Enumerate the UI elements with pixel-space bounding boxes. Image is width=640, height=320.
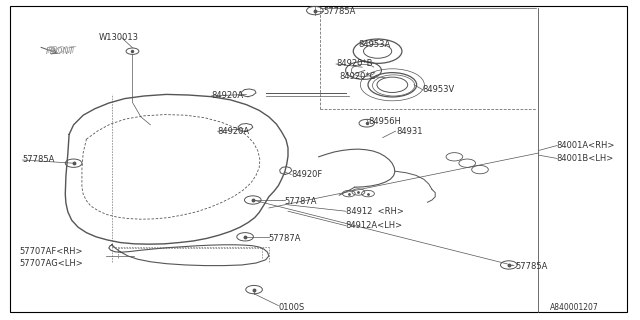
Text: 57785A: 57785A — [515, 262, 548, 271]
Text: 57707AF<RH>: 57707AF<RH> — [19, 247, 83, 256]
Text: 57785A: 57785A — [22, 156, 55, 164]
Text: 84920*C: 84920*C — [339, 72, 376, 81]
Text: 84920A: 84920A — [218, 127, 250, 136]
Text: 84920F: 84920F — [291, 170, 323, 179]
Text: 84953A: 84953A — [358, 40, 390, 49]
Text: 84956H: 84956H — [368, 117, 401, 126]
Text: 84931: 84931 — [397, 127, 423, 136]
Text: 84001B<LH>: 84001B<LH> — [557, 154, 614, 163]
Text: W130013: W130013 — [99, 33, 140, 42]
Text: 84920*B: 84920*B — [336, 60, 372, 68]
Text: 84001A<RH>: 84001A<RH> — [557, 141, 615, 150]
Text: A840001207: A840001207 — [550, 303, 599, 312]
Text: 57707AG<LH>: 57707AG<LH> — [19, 260, 83, 268]
Text: 57787A: 57787A — [285, 197, 317, 206]
Text: 84912  <RH>: 84912 <RH> — [346, 207, 403, 216]
Text: FRONT: FRONT — [46, 47, 75, 56]
Text: 84953V: 84953V — [422, 85, 454, 94]
Text: 57787A: 57787A — [269, 234, 301, 243]
Text: 84920A: 84920A — [211, 92, 243, 100]
Text: FRONT: FRONT — [48, 46, 77, 55]
Text: 84912A<LH>: 84912A<LH> — [346, 221, 403, 230]
Text: 57785A: 57785A — [323, 7, 356, 16]
Text: 0100S: 0100S — [278, 303, 305, 312]
